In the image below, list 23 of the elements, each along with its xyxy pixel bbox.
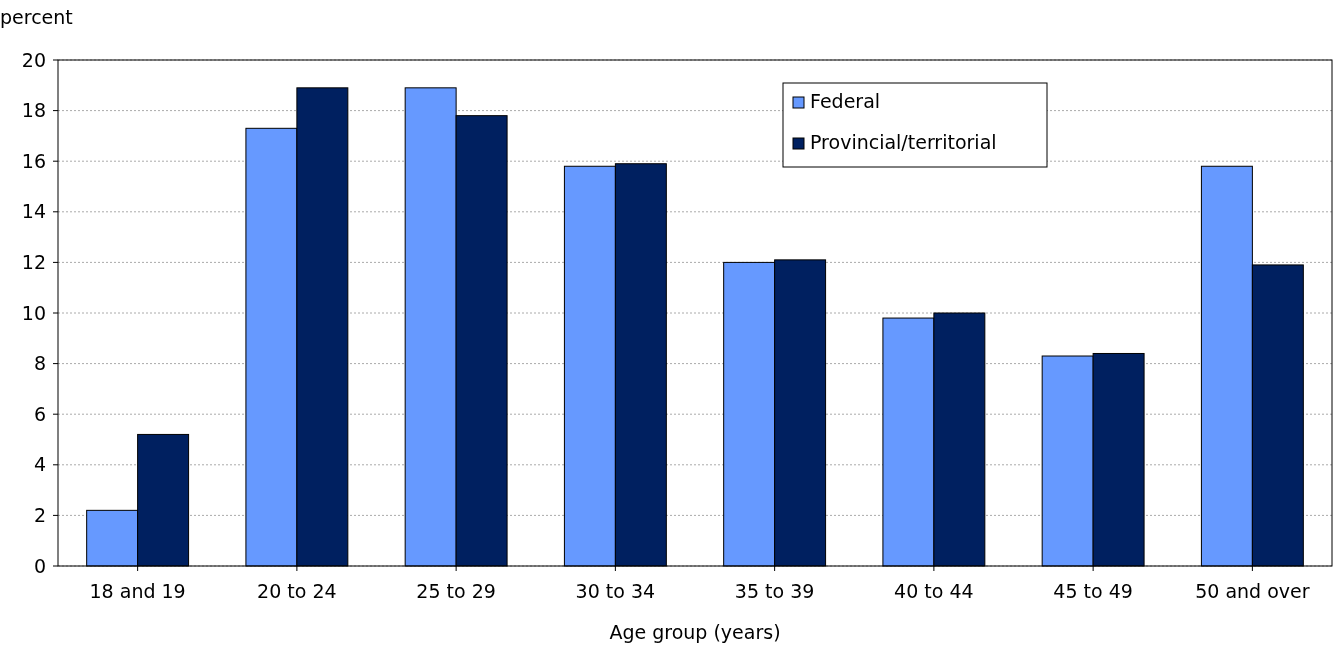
- legend-label: Provincial/territorial: [810, 131, 997, 153]
- y-tick-label: 12: [21, 251, 46, 274]
- y-tick-label: 2: [33, 504, 46, 527]
- y-axis-title: percent: [0, 6, 73, 28]
- y-tick-label: 8: [33, 352, 46, 375]
- legend-label: Federal: [810, 90, 881, 112]
- x-tick-label: 30 to 34: [575, 580, 656, 602]
- y-tick-label: 20: [21, 48, 46, 71]
- x-tick-label: 25 to 29: [416, 580, 496, 602]
- y-tick-label: 10: [21, 301, 46, 324]
- x-tick-label: 45 to 49: [1053, 580, 1133, 602]
- y-tick-label: 14: [21, 200, 46, 223]
- y-tick-label: 4: [33, 453, 46, 476]
- x-tick-label: 40 to 44: [894, 580, 974, 602]
- x-tick-label: 18 and 19: [89, 580, 186, 602]
- y-tick-label: 0: [33, 554, 46, 577]
- y-tick-label: 6: [33, 402, 46, 425]
- y-tick-label: 18: [21, 99, 46, 122]
- x-tick-label: 50 and over: [1195, 580, 1310, 602]
- x-axis-title: Age group (years): [609, 621, 781, 643]
- x-tick-label: 20 to 24: [257, 580, 337, 602]
- x-tick-label: 35 to 39: [734, 580, 815, 602]
- y-tick-label: 16: [21, 149, 46, 172]
